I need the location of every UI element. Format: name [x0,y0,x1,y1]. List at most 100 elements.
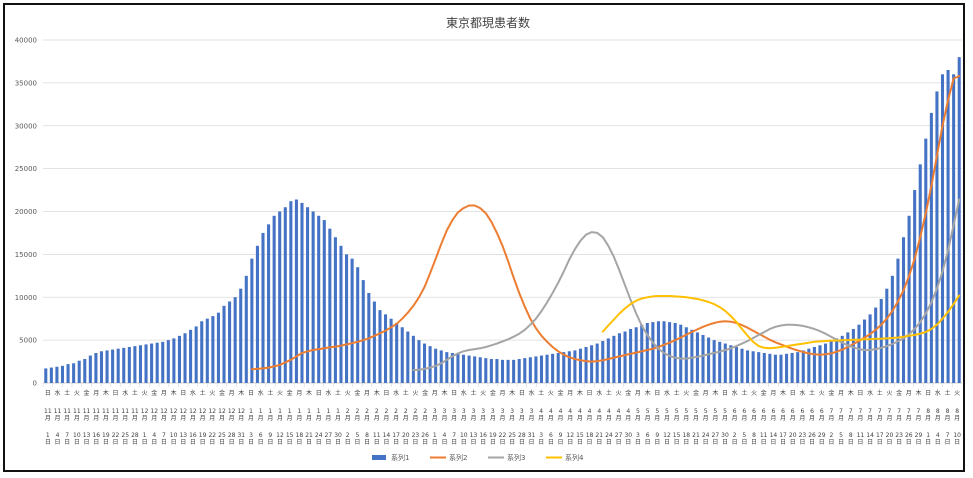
x-month-unit-label: 月 [64,415,70,422]
legend-item: 系列1 [372,453,409,462]
x-weekday-label: 金 [219,389,225,397]
x-day-unit-label: 日 [799,439,805,446]
x-month-unit-label: 月 [790,415,796,422]
x-month-unit-label: 月 [287,415,293,422]
x-day-label: 10 [73,432,81,439]
x-day-label: 2 [829,432,833,439]
x-day-label: 19 [102,432,110,439]
bar-series1 [88,355,92,383]
x-weekday-label: 日 [248,390,254,397]
bar-series1 [629,328,633,383]
x-weekday-label: 土 [132,389,138,397]
x-month-unit-label: 月 [645,415,651,422]
bar-series1 [835,338,839,383]
x-tick: 水 6月 2日 [729,383,738,446]
bar-series1 [612,335,616,383]
x-month-label: 6 [781,408,785,415]
x-day-label: 10 [170,432,178,439]
bar-series1 [812,346,816,383]
x-weekday-label: 水 [664,389,670,397]
x-day-unit-label: 日 [529,439,535,446]
bar-series1 [824,343,828,383]
x-month-label: 11 [63,408,71,415]
x-day-label: 1 [46,432,50,439]
bar-series1 [49,367,53,383]
x-month-unit-label: 月 [364,415,370,422]
x-weekday-label: 土 [809,389,815,397]
x-month-unit-label: 月 [857,415,863,422]
x-month-label: 3 [481,408,485,415]
x-weekday-label: 日 [383,390,389,397]
bar-series1 [896,258,900,383]
x-day-unit-label: 日 [393,439,399,446]
x-day-label: 15 [576,432,584,439]
x-tick: 木 5月 6日 [642,383,651,446]
x-weekday-label: 水 [122,389,128,397]
x-day-label: 24 [315,432,323,439]
bar-series1 [523,358,527,383]
bar-series1 [668,322,672,383]
bar-series1 [72,363,76,383]
x-day-label: 28 [131,432,139,439]
x-day-label: 21 [305,432,313,439]
bar-series1 [150,343,154,383]
x-day-unit-label: 日 [180,439,186,446]
x-weekday-label: 火 [480,390,486,397]
x-day-unit-label: 日 [287,439,293,446]
x-month-unit-label: 月 [432,415,438,422]
x-tick: 火 6月 29日 [816,383,826,446]
x-weekday-label: 金 [490,389,496,397]
x-month-unit-label: 月 [780,415,786,422]
x-tick: 火 6月 8日 [748,383,757,446]
x-month-label: 5 [675,408,679,415]
x-month-label: 7 [829,408,833,415]
bar-series1 [473,356,477,383]
x-tick: 水 12月 16日 [187,383,197,446]
x-month-unit-label: 月 [751,415,757,422]
x-day-label: 13 [470,432,478,439]
bar-series1 [161,341,165,383]
x-month-label: 4 [588,408,592,415]
bar-series1 [44,368,48,383]
x-month-label: 11 [83,408,91,415]
x-month-label: 12 [228,408,236,415]
bar-series1 [762,352,766,383]
x-day-unit-label: 日 [848,439,854,446]
x-tick: 土 7月 17日 [874,383,884,446]
x-day-unit-label: 日 [316,439,322,446]
bar-series1 [562,352,566,383]
bar-series1 [567,351,571,383]
x-tick: 土 4月 3日 [536,383,544,446]
x-month-label: 4 [559,408,563,415]
x-month-unit-label: 月 [616,415,622,422]
bar-series1 [133,346,137,383]
bar-series1 [111,349,115,383]
x-day-label: 27 [712,432,720,439]
x-day-label: 4 [56,432,60,439]
bar-series1 [829,340,833,383]
x-weekday-label: 水 [55,389,61,397]
x-day-label: 17 [779,432,787,439]
bar-series1 [205,318,209,383]
legend-item: 系列4 [546,453,584,462]
x-day-unit-label: 日 [335,439,341,446]
x-month-label: 1 [317,408,321,415]
x-weekday-label: 月 [838,390,844,397]
x-weekday-label: 木 [171,389,177,397]
x-day-label: 1 [433,432,437,439]
bar-series1 [144,344,148,383]
x-day-unit-label: 日 [809,439,815,446]
x-tick: 火 2月 23日 [410,383,419,446]
x-month-unit-label: 月 [587,415,593,422]
x-month-label: 11 [102,408,110,415]
bar-series1 [428,346,432,383]
bar-series1 [857,324,861,383]
bar-series1 [116,348,120,383]
x-day-unit-label: 日 [780,439,786,446]
